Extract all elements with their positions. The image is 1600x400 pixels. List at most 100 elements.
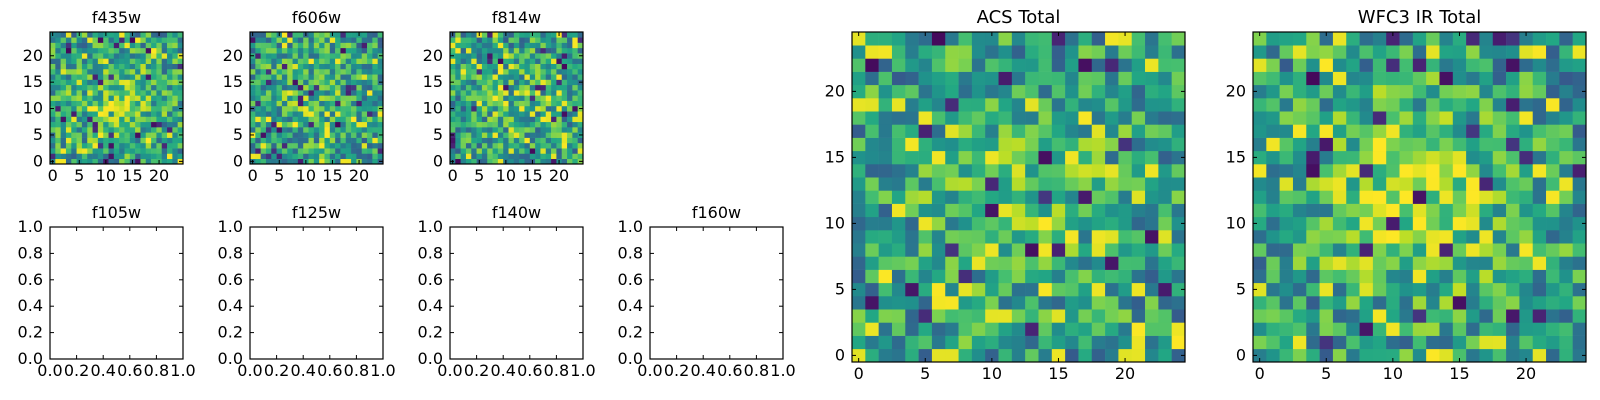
heatmap-cell-9-0-14 <box>1253 164 1267 178</box>
heatmap-cell-3-4-24 <box>471 32 477 38</box>
heatmap-cell-8-14-21 <box>1038 71 1053 86</box>
heatmap-cell-1-14-15 <box>124 79 131 86</box>
heatmap-cell-8-15-19 <box>1051 98 1066 112</box>
heatmap-cell-1-2-23 <box>60 37 67 43</box>
heatmap-cell-3-7-22 <box>487 42 493 49</box>
heatmap-cell-3-8-23 <box>492 37 499 43</box>
heatmap-cell-1-20-11 <box>156 100 163 107</box>
heatmap-cell-2-21-15 <box>361 79 368 86</box>
heatmap-cell-1-8-10 <box>92 105 99 112</box>
heatmap-cell-8-20-15 <box>1118 150 1133 165</box>
x-tick-label-5-5: 0.8 <box>344 361 369 380</box>
heatmap-cell-9-24-16 <box>1572 137 1587 152</box>
heatmap-cell-2-4-19 <box>271 58 277 64</box>
heatmap-cell-3-22-13 <box>567 90 573 96</box>
heatmap-cell-8-16-20 <box>1065 84 1079 99</box>
heatmap-cell-1-13-17 <box>119 68 125 75</box>
heatmap-cell-9-21-24 <box>1532 32 1547 46</box>
heatmap-cell-2-2-19 <box>260 58 267 64</box>
heatmap-cell-3-17-1 <box>540 153 547 160</box>
heatmap-cell-2-21-17 <box>361 68 368 75</box>
heatmap-cell-9-21-20 <box>1532 84 1547 99</box>
heatmap-cell-9-21-0 <box>1532 348 1547 363</box>
heatmap-cell-8-7-9 <box>945 230 959 244</box>
heatmap-cell-8-4-10 <box>905 216 919 231</box>
heatmap-cell-1-19-1 <box>151 153 157 160</box>
heatmap-cell-1-7-2 <box>87 148 93 154</box>
heatmap-cell-1-3-0 <box>65 158 72 165</box>
heatmap-cell-9-12-7 <box>1412 256 1427 270</box>
heatmap-cell-2-7-7 <box>287 121 293 128</box>
heatmap-cell-3-7-3 <box>487 142 493 149</box>
heatmap-cell-2-2-21 <box>260 47 267 54</box>
heatmap-cell-9-0-10 <box>1253 216 1267 231</box>
heatmap-cell-3-21-6 <box>561 127 568 133</box>
heatmap-cell-9-7-21 <box>1346 71 1360 86</box>
heatmap-cell-2-11-2 <box>308 148 315 154</box>
heatmap-cell-9-6-5 <box>1332 282 1347 297</box>
heatmap-cell-3-2-2 <box>460 148 467 154</box>
heatmap-cell-8-8-21 <box>958 71 973 86</box>
heatmap-cell-2-23-14 <box>372 84 378 91</box>
heatmap-cell-1-11-21 <box>108 47 115 54</box>
heatmap-cell-1-1-9 <box>55 111 61 117</box>
heatmap-cell-2-19-7 <box>351 121 357 128</box>
heatmap-cell-9-0-3 <box>1253 309 1267 323</box>
heatmap-cell-1-13-21 <box>119 47 125 54</box>
heatmap-cell-3-14-22 <box>524 42 531 49</box>
heatmap-cell-1-11-15 <box>108 79 115 86</box>
heatmap-cell-1-14-20 <box>124 53 131 59</box>
heatmap-cell-9-14-10 <box>1439 216 1454 231</box>
y-tick-label-7-4: 0.6 <box>618 270 643 289</box>
heatmap-cell-2-24-17 <box>377 68 384 75</box>
heatmap-cell-1-21-4 <box>161 137 168 144</box>
heatmap-cell-3-14-4 <box>524 137 531 144</box>
heatmap-cell-3-6-12 <box>481 95 488 101</box>
heatmap-cell-9-7-10 <box>1346 216 1360 231</box>
heatmap-cell-8-3-19 <box>891 98 906 112</box>
heatmap-cell-3-5-13 <box>476 90 483 96</box>
heatmap-cell-9-12-0 <box>1412 348 1427 363</box>
heatmap-cell-9-19-10 <box>1506 216 1520 231</box>
heatmap-cell-9-19-8 <box>1506 243 1520 257</box>
heatmap-cell-3-13-23 <box>519 37 525 43</box>
heatmap-cell-3-9-10 <box>497 105 504 112</box>
heatmap-cell-8-4-3 <box>905 309 919 323</box>
heatmap-cell-1-0-22 <box>50 42 56 49</box>
heatmap-cell-3-20-5 <box>556 132 563 138</box>
heatmap-cell-3-15-5 <box>529 132 536 138</box>
heatmap-cell-2-7-14 <box>287 84 293 91</box>
heatmap-cell-1-22-8 <box>167 116 173 123</box>
heatmap-cell-1-12-6 <box>113 127 120 133</box>
heatmap-cell-3-4-14 <box>471 84 477 91</box>
heatmap-cell-8-12-8 <box>1011 243 1026 257</box>
heatmap-cell-1-17-2 <box>140 148 147 154</box>
heatmap-cell-9-2-17 <box>1279 124 1294 138</box>
heatmap-cell-9-10-8 <box>1386 243 1400 257</box>
heatmap-cell-8-0-13 <box>852 177 866 191</box>
heatmap-cell-8-2-6 <box>878 269 893 284</box>
heatmap-cell-8-15-16 <box>1051 137 1066 152</box>
heatmap-cell-2-11-13 <box>308 90 315 96</box>
heatmap-cell-2-21-10 <box>361 105 368 112</box>
heatmap-cell-9-4-17 <box>1306 124 1320 138</box>
heatmap-cell-3-18-0 <box>545 158 552 165</box>
heatmap-cell-8-23-6 <box>1158 269 1172 284</box>
heatmap-cell-8-21-10 <box>1131 216 1146 231</box>
heatmap-cell-3-20-21 <box>556 47 563 54</box>
y-tick-label-4-3: 0.4 <box>18 296 43 315</box>
heatmap-cell-1-18-11 <box>145 100 152 107</box>
heatmap-cell-1-13-20 <box>119 53 125 59</box>
heatmap-cell-3-18-1 <box>545 153 552 160</box>
heatmap-cell-9-20-18 <box>1519 111 1534 125</box>
heatmap-cell-3-4-18 <box>471 63 477 70</box>
heatmap-cell-9-14-22 <box>1439 58 1454 72</box>
heatmap-cell-8-3-24 <box>891 32 906 46</box>
x-tick-label-1-2: 5 <box>74 166 84 185</box>
heatmap-cell-3-12-5 <box>513 132 520 138</box>
heatmap-cell-8-9-8 <box>971 243 986 257</box>
heatmap-cell-2-2-5 <box>260 132 267 138</box>
heatmap-cell-9-24-7 <box>1572 256 1587 270</box>
heatmap-cell-2-18-13 <box>345 90 352 96</box>
